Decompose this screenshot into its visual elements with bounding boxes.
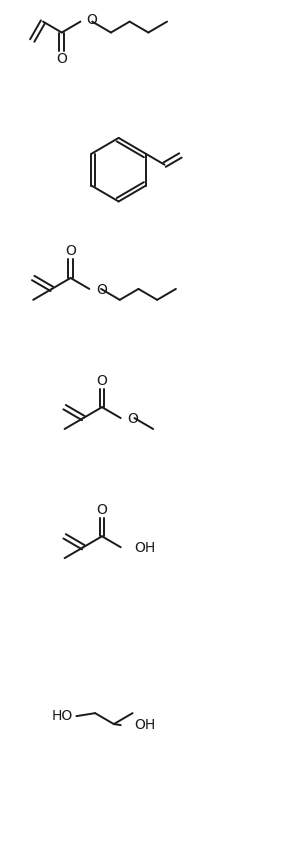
Text: O: O (65, 245, 76, 258)
Text: O: O (96, 283, 107, 297)
Text: O: O (86, 13, 97, 27)
Text: O: O (128, 412, 138, 426)
Text: O: O (56, 52, 67, 66)
Text: O: O (97, 503, 107, 517)
Text: OH: OH (134, 541, 156, 555)
Text: O: O (97, 373, 107, 388)
Text: OH: OH (134, 718, 156, 732)
Text: HO: HO (51, 709, 73, 723)
